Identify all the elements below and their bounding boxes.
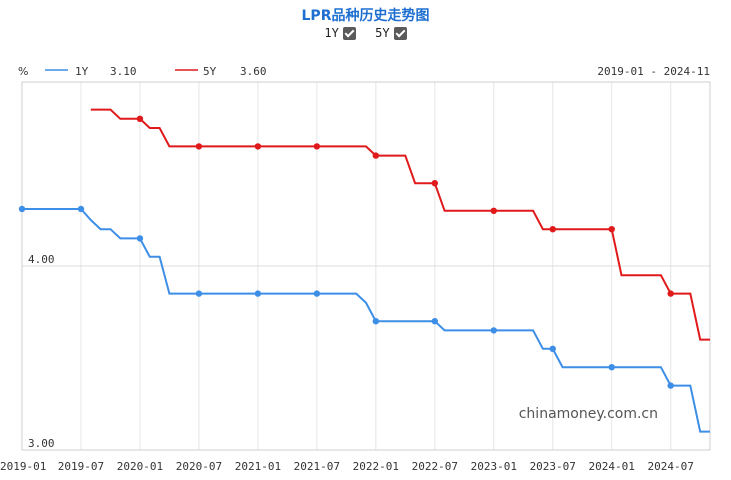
point-1Y-2021-07[interactable] [313, 290, 321, 297]
x-tick-label-2024-07: 2024-07 [648, 460, 694, 473]
toggle-5y-label: 5Y [375, 26, 390, 40]
point-5Y-2024-07[interactable] [667, 290, 674, 297]
series-line-1Y [22, 208, 710, 433]
point-5Y-2021-01[interactable] [254, 143, 262, 150]
legend-5y[interactable]: 5Y 3.60 [175, 65, 267, 78]
x-tick-label-2022-01: 2022-01 [353, 460, 399, 473]
toggle-1y-label: 1Y [324, 26, 339, 40]
series-line-5Y [90, 108, 710, 341]
point-5Y-2022-07[interactable] [431, 180, 438, 187]
point-5Y-2023-07[interactable] [549, 226, 556, 233]
point-1Y-2023-01[interactable] [490, 327, 497, 334]
series-lines [18, 108, 710, 433]
x-tick-label-2021-01: 2021-01 [235, 460, 281, 473]
legend-5y-name: 5Y [203, 65, 217, 78]
point-5Y-2020-07[interactable] [195, 143, 203, 150]
y-tick-label-3.00: 3.00 [28, 437, 55, 450]
x-tick-label-2019-07: 2019-07 [58, 460, 104, 473]
legend-5y-value: 3.60 [240, 65, 267, 78]
checkbox-5y-icon[interactable] [393, 26, 407, 40]
x-axis-labels: 2019-01 2019-07 2020-01 2020-07 2021-01 2021-… [0, 460, 694, 473]
x-tick-label-2024-01: 2024-01 [589, 460, 635, 473]
point-5Y-2022-01[interactable] [372, 152, 380, 159]
point-5Y-2023-01[interactable] [490, 207, 497, 214]
x-tick-label-2019-01: 2019-01 [0, 460, 46, 473]
point-5Y-2024-01[interactable] [608, 226, 615, 233]
x-tick-label-2020-01: 2020-01 [117, 460, 163, 473]
x-tick-label-2020-07: 2020-07 [176, 460, 222, 473]
point-1Y-2019-01[interactable] [18, 205, 26, 213]
y-tick-label-4.00: 4.00 [28, 253, 55, 266]
watermark: chinamoney.com.cn [519, 406, 658, 422]
x-tick-label-2023-01: 2023-01 [471, 460, 517, 473]
point-1Y-2020-01[interactable] [136, 235, 144, 242]
point-1Y-2021-01[interactable] [254, 290, 262, 297]
point-1Y-2023-07[interactable] [549, 345, 556, 352]
legend-1y[interactable]: 1Y 3.10 [45, 65, 137, 78]
point-1Y-2022-01[interactable] [372, 318, 380, 325]
point-1Y-2022-07[interactable] [431, 318, 438, 325]
toggle-5y[interactable]: 5Y [375, 26, 407, 40]
series-toggles: 1Y 5Y [0, 26, 731, 40]
date-range: 2019-01 - 2024-11 [597, 65, 710, 78]
legend-1y-name: 1Y [75, 65, 89, 78]
point-1Y-2019-07[interactable] [77, 205, 85, 213]
x-tick-label-2021-07: 2021-07 [294, 460, 340, 473]
plot-frame [21, 81, 711, 451]
point-1Y-2020-07[interactable] [195, 290, 203, 297]
point-1Y-2024-07[interactable] [667, 382, 674, 389]
unit-label: % [18, 65, 28, 78]
checkbox-1y-icon[interactable] [342, 26, 356, 40]
chart-title: LPR品种历史走势图 [301, 8, 430, 24]
point-1Y-2024-01[interactable] [608, 364, 615, 371]
x-tick-label-2022-07: 2022-07 [412, 460, 458, 473]
toggle-1y[interactable]: 1Y [324, 26, 356, 40]
x-tick-label-2023-07: 2023-07 [530, 460, 576, 473]
point-5Y-2020-01[interactable] [136, 115, 144, 123]
y-axis-labels: 4.00 3.00 [28, 253, 55, 450]
grid [21, 82, 710, 451]
legend-1y-value: 3.10 [110, 65, 137, 78]
point-5Y-2021-07[interactable] [313, 143, 321, 150]
